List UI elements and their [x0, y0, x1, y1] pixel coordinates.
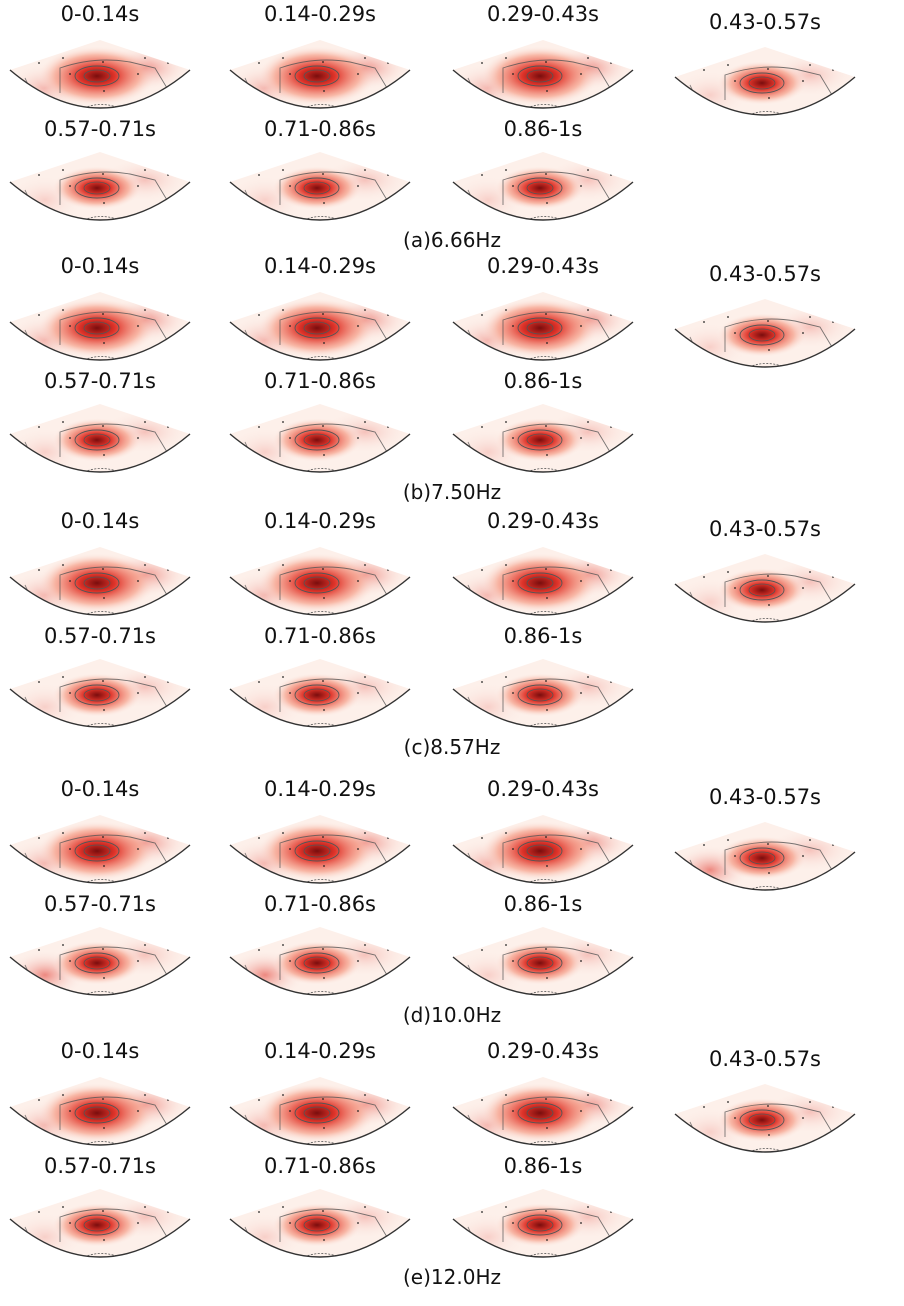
group-caption: (a)6.66Hz — [403, 228, 501, 252]
panel-time-label: 0-0.14s — [60, 1039, 140, 1063]
panel-time-label: 0.86-1s — [503, 624, 583, 648]
panel-time-label: 0.71-0.86s — [263, 117, 377, 141]
panel-time-label: 0-0.14s — [60, 2, 140, 26]
panel-time-label: 0.43-0.57s — [708, 517, 822, 541]
topographic-map — [5, 545, 195, 623]
group-caption: (e)12.0Hz — [403, 1265, 501, 1289]
panel-time-label: 0.57-0.71s — [43, 369, 157, 393]
topographic-map — [225, 813, 415, 891]
topographic-map — [5, 402, 195, 480]
topographic-map — [5, 1187, 195, 1265]
panel-time-label: 0.43-0.57s — [708, 10, 822, 34]
panel-time-label: 0.57-0.71s — [43, 624, 157, 648]
group-caption: (b)7.50Hz — [402, 480, 502, 504]
topographic-map — [448, 1075, 638, 1153]
group-caption: (d)10.0Hz — [402, 1003, 502, 1027]
panel-time-label: 0.43-0.57s — [708, 785, 822, 809]
topographic-map — [5, 925, 195, 1003]
panel-time-label: 0.29-0.43s — [486, 1039, 600, 1063]
topographic-map — [5, 150, 195, 228]
topographic-map — [225, 545, 415, 623]
panel-time-label: 0-0.14s — [60, 509, 140, 533]
panel-time-label: 0.29-0.43s — [486, 2, 600, 26]
panel-time-label: 0.57-0.71s — [43, 892, 157, 916]
panel-time-label: 0.14-0.29s — [263, 1039, 377, 1063]
topographic-map — [448, 150, 638, 228]
topographic-map — [5, 657, 195, 735]
group-caption: (c)8.57Hz — [403, 735, 501, 759]
topographic-map — [448, 657, 638, 735]
topographic-map — [225, 150, 415, 228]
topographic-map — [5, 1075, 195, 1153]
panel-time-label: 0.71-0.86s — [263, 369, 377, 393]
panel-time-label: 0.57-0.71s — [43, 1154, 157, 1178]
panel-time-label: 0.86-1s — [503, 1154, 583, 1178]
panel-time-label: 0.43-0.57s — [708, 1047, 822, 1071]
panel-time-label: 0.71-0.86s — [263, 892, 377, 916]
topographic-map — [448, 545, 638, 623]
topographic-map — [5, 38, 195, 116]
panel-time-label: 0.29-0.43s — [486, 509, 600, 533]
panel-time-label: 0.14-0.29s — [263, 509, 377, 533]
topographic-map — [225, 1187, 415, 1265]
topographic-map — [670, 552, 860, 630]
topographic-map — [448, 402, 638, 480]
topographic-map — [670, 820, 860, 898]
panel-time-label: 0.29-0.43s — [486, 254, 600, 278]
topographic-map — [670, 297, 860, 375]
topographic-map — [225, 290, 415, 368]
topographic-map — [225, 925, 415, 1003]
panel-time-label: 0.86-1s — [503, 892, 583, 916]
panel-time-label: 0.86-1s — [503, 117, 583, 141]
topographic-map — [5, 813, 195, 891]
topographic-map — [225, 1075, 415, 1153]
topographic-map — [448, 813, 638, 891]
topographic-map — [448, 1187, 638, 1265]
topographic-map — [670, 45, 860, 123]
panel-time-label: 0.14-0.29s — [263, 2, 377, 26]
topographic-map — [5, 290, 195, 368]
topographic-map — [670, 1082, 860, 1160]
topographic-map — [225, 38, 415, 116]
topographic-map — [448, 925, 638, 1003]
topographic-map — [225, 402, 415, 480]
panel-time-label: 0.43-0.57s — [708, 262, 822, 286]
panel-time-label: 0.57-0.71s — [43, 117, 157, 141]
panel-time-label: 0.14-0.29s — [263, 254, 377, 278]
panel-time-label: 0.71-0.86s — [263, 624, 377, 648]
panel-time-label: 0.86-1s — [503, 369, 583, 393]
panel-time-label: 0.71-0.86s — [263, 1154, 377, 1178]
topographic-map — [225, 657, 415, 735]
topographic-map — [448, 290, 638, 368]
panel-time-label: 0.14-0.29s — [263, 777, 377, 801]
panel-time-label: 0-0.14s — [60, 777, 140, 801]
panel-time-label: 0-0.14s — [60, 254, 140, 278]
panel-time-label: 0.29-0.43s — [486, 777, 600, 801]
topographic-map — [448, 38, 638, 116]
